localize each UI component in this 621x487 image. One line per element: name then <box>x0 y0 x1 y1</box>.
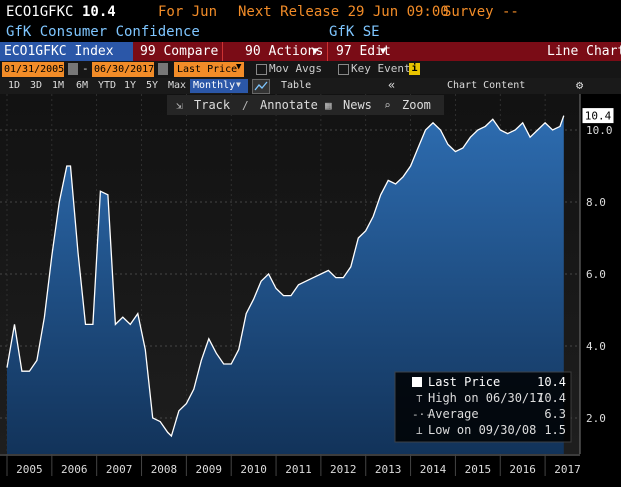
x-tick-label: 2007 <box>106 463 133 476</box>
period-button-max[interactable]: Max <box>168 80 187 91</box>
x-tick-label: 2006 <box>61 463 88 476</box>
frequency-select[interactable]: Monthly <box>190 79 248 93</box>
gear-icon[interactable]: ⚙ <box>576 78 584 92</box>
news-button[interactable]: News <box>343 98 372 112</box>
x-tick-label: 2010 <box>240 463 267 476</box>
mov-avgs-checkbox[interactable] <box>256 64 267 75</box>
date-controls: 01/31/2005 - 06/30/2017 Last Price ▼ Mov… <box>0 61 621 78</box>
toolbar: ECO1GFKC Index 99 Compare 90 Actions ▼ 9… <box>0 42 621 61</box>
series-area <box>7 115 564 454</box>
period-button-1y[interactable]: 1Y <box>124 80 137 91</box>
index-name[interactable]: ECO1GFKC Index <box>0 42 133 61</box>
subheader: GfK Consumer Confidence GfK SE <box>0 24 621 42</box>
y-tick-label: 10.0 <box>586 124 613 137</box>
legend-avg-value: 6.3 <box>544 407 566 421</box>
track-button[interactable]: Track <box>194 98 231 112</box>
key-events-label: Key Events <box>351 62 418 75</box>
end-date-input[interactable]: 06/30/2017 <box>92 62 155 77</box>
x-tick-label: 2015 <box>465 463 492 476</box>
period-label: For Jun <box>158 4 218 20</box>
field-dropdown-icon[interactable]: ▼ <box>236 62 242 72</box>
period-button-3d[interactable]: 3D <box>30 80 43 91</box>
news-icon[interactable]: ▦ <box>325 99 332 112</box>
period-button-6m[interactable]: 6M <box>76 80 89 91</box>
line-chart-icon[interactable] <box>252 79 270 94</box>
zoom-icon[interactable]: ⌕ <box>384 99 391 112</box>
y-tick-label: 2.0 <box>586 412 606 425</box>
period-button-1d[interactable]: 1D <box>8 80 21 91</box>
y-tick-label: 6.0 <box>586 268 606 281</box>
legend-last-value: 10.4 <box>537 375 566 389</box>
frequency-dropdown-icon[interactable]: ▼ <box>236 80 241 89</box>
survey: Survey -- <box>443 4 519 20</box>
series-name: GfK Consumer Confidence <box>6 24 200 40</box>
actions-button[interactable]: 90 Actions <box>245 44 324 59</box>
x-tick-label: 2005 <box>16 463 43 476</box>
y-tick-label: 8.0 <box>586 196 606 209</box>
field-select[interactable]: Last Price <box>174 62 244 77</box>
calendar-icon[interactable] <box>68 63 78 75</box>
series-line <box>6 115 565 438</box>
legend-high-label: High on 06/30/17 <box>428 391 544 405</box>
x-tick-label: 2014 <box>420 463 447 476</box>
mov-avgs-label: Mov Avgs <box>269 62 322 75</box>
info-icon[interactable]: i <box>409 63 420 75</box>
annotate-button[interactable]: Annotate <box>260 98 318 112</box>
period-button-ytd[interactable]: YTD <box>98 80 117 91</box>
calendar-icon[interactable] <box>158 63 168 75</box>
legend-high-value: 10.4 <box>537 391 566 405</box>
legend-low-value: 1.5 <box>544 423 566 437</box>
period-button-1m[interactable]: 1M <box>52 80 65 91</box>
legend: Last Price 10.4 ⊤ High on 06/30/17 10.4 … <box>394 371 572 443</box>
period-button-5y[interactable]: 5Y <box>146 80 159 91</box>
key-events-checkbox[interactable] <box>338 64 349 75</box>
x-tick-label: 2012 <box>330 463 357 476</box>
low-marker-icon: ⊥ <box>416 424 423 437</box>
high-marker-icon: ⊤ <box>416 392 423 405</box>
collapse-icon[interactable]: « <box>388 78 396 92</box>
last-price-tag-label: 10.4 <box>585 110 612 123</box>
legend-swatch <box>412 377 422 387</box>
period-bar: 1D 3D 1M 6M YTD 1Y 5Y Max Monthly ▼ Table « Cha… <box>0 78 621 94</box>
table-button[interactable]: Table <box>281 80 312 91</box>
edit-dropdown-icon[interactable]: ▼ <box>380 46 387 57</box>
last-price-tag <box>581 107 615 125</box>
x-tick-label: 2017 <box>554 463 581 476</box>
chart-content-button[interactable]: Chart Content <box>447 80 526 91</box>
edit-button[interactable]: 97 Edit <box>336 44 391 59</box>
start-date-input[interactable]: 01/31/2005 <box>2 62 65 77</box>
x-tick-label: 2009 <box>196 463 223 476</box>
ticker: ECO1GFKC <box>6 4 74 20</box>
x-tick-label: 2008 <box>151 463 178 476</box>
line-chart-label: Line Chart <box>547 44 621 59</box>
header-value: 10.4 <box>82 4 116 20</box>
x-tick-label: 2011 <box>285 463 312 476</box>
track-icon[interactable]: ⇲ <box>176 99 183 112</box>
legend-avg-label: Average <box>428 407 479 421</box>
source-name: GfK SE <box>329 24 380 40</box>
average-marker-icon: -·- <box>412 408 432 421</box>
legend-last-label: Last Price <box>428 375 500 389</box>
date-separator: - <box>82 62 89 75</box>
x-tick-label: 2013 <box>375 463 402 476</box>
annotate-icon[interactable]: ∕ <box>242 99 249 112</box>
next-release: Next Release 29 Jun 09:00 <box>238 4 449 20</box>
x-tick-label: 2016 <box>509 463 536 476</box>
zoom-button[interactable]: Zoom <box>402 98 431 112</box>
chart[interactable]: 2.0 4.0 6.0 8.0 10.0 2005 2006 2007 2008 2009 201… <box>0 94 621 487</box>
actions-dropdown-icon[interactable]: ▼ <box>312 46 319 57</box>
y-tick-label: 4.0 <box>586 340 606 353</box>
header-bar: ECO1GFKC 10.4 For Jun Next Release 29 Ju… <box>0 0 621 24</box>
legend-low-label: Low on 09/30/08 <box>428 423 536 437</box>
compare-button[interactable]: 99 Compare <box>140 44 219 59</box>
chart-tools-bar <box>167 95 444 115</box>
